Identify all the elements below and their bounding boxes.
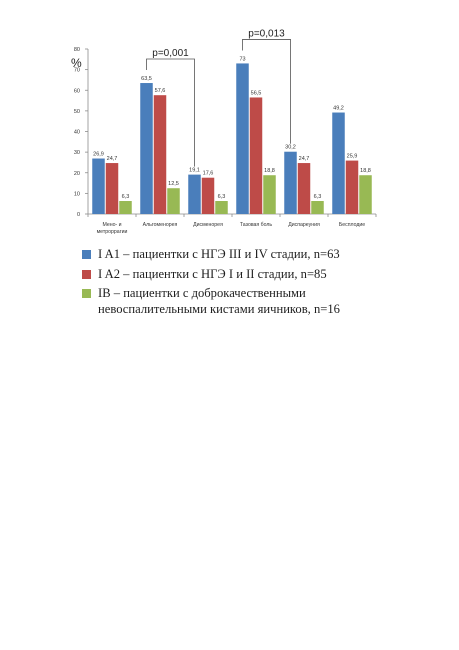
y-tick-label: 80 bbox=[74, 47, 80, 53]
x-tick-label: Дисменорея bbox=[193, 222, 223, 228]
data-label: 18,8 bbox=[360, 168, 371, 174]
data-label: 57,6 bbox=[155, 88, 166, 94]
legend-swatch bbox=[82, 289, 91, 298]
bar bbox=[263, 175, 276, 214]
legend: I A1 – пациентки с НГЭ III и IV стадии, … bbox=[82, 247, 402, 321]
x-axis: Мено- и метроррагии Альгоменорея Дисменорея… bbox=[87, 213, 377, 235]
bar bbox=[140, 83, 153, 214]
data-label: 17,6 bbox=[203, 171, 214, 177]
y-tick-label: 60 bbox=[74, 88, 80, 94]
x-tick-label: Бесплодие bbox=[339, 222, 365, 228]
data-label: 12,5 bbox=[168, 181, 179, 187]
legend-swatch bbox=[82, 269, 91, 279]
legend-item-ia2: I A2 – пациентки с НГЭ I и II стадии, n=… bbox=[82, 267, 402, 283]
bar bbox=[311, 201, 324, 214]
bar bbox=[345, 160, 359, 214]
bar bbox=[201, 177, 215, 214]
data-label: 18,8 bbox=[264, 168, 275, 174]
significance-bracket bbox=[242, 39, 291, 144]
bar bbox=[119, 201, 132, 214]
x-tick-label: Тазовая боль bbox=[240, 222, 273, 228]
y-tick-label: 70 bbox=[74, 68, 80, 74]
y-tick-label: 40 bbox=[74, 130, 80, 136]
data-label: 6,3 bbox=[314, 194, 322, 200]
significance-bracket bbox=[146, 58, 195, 167]
data-label: 6,3 bbox=[122, 194, 130, 200]
bars: 26,924,76,363,557,612,519,117,66,37356,5… bbox=[92, 56, 372, 214]
legend-swatch bbox=[82, 250, 91, 259]
bar bbox=[167, 188, 180, 214]
data-label: 26,9 bbox=[93, 152, 104, 158]
bar bbox=[359, 175, 372, 214]
bar bbox=[236, 63, 249, 214]
bar bbox=[188, 174, 201, 214]
data-label: 63,5 bbox=[141, 76, 152, 82]
bar-chart: 0 10 20 30 40 50 60 70 80% Мено- и метроррагии Аль… bbox=[71, 28, 377, 235]
data-label: 24,7 bbox=[299, 156, 310, 162]
data-label: 24,7 bbox=[107, 156, 118, 162]
data-label: 25,9 bbox=[347, 154, 358, 160]
p-value-label: p=0,001 bbox=[152, 48, 189, 59]
bar bbox=[284, 151, 297, 214]
y-tick-label: 30 bbox=[74, 150, 80, 156]
legend-item-ia1: I A1 – пациентки с НГЭ III и IV стадии, … bbox=[82, 247, 402, 263]
bar bbox=[105, 163, 119, 214]
y-axis: 0 10 20 30 40 50 60 70 80% bbox=[71, 47, 89, 218]
legend-label: I A2 – пациентки с НГЭ I и II стадии, n=… bbox=[98, 266, 327, 281]
data-label: 19,1 bbox=[189, 168, 200, 174]
legend-label: I A1 – пациентки с НГЭ III и IV стадии, … bbox=[98, 247, 340, 261]
bar bbox=[332, 112, 345, 214]
bar bbox=[249, 97, 263, 214]
x-tick-label: Диспареуния bbox=[288, 222, 320, 228]
y-tick-label: 50 bbox=[74, 109, 80, 115]
p-value-label: p=0,013 bbox=[248, 28, 285, 39]
data-label: 73 bbox=[239, 56, 245, 62]
x-tick-label: Мено- и метроррагии bbox=[97, 222, 128, 235]
data-label: 6,3 bbox=[218, 194, 226, 200]
bar bbox=[215, 201, 228, 214]
y-tick-label: 20 bbox=[74, 171, 80, 177]
y-axis-label: % bbox=[71, 56, 82, 70]
data-label: 30,2 bbox=[285, 145, 296, 151]
bar bbox=[92, 158, 105, 214]
y-tick-label: 0 bbox=[77, 212, 80, 218]
x-tick-label: Альгоменорея bbox=[143, 222, 178, 228]
legend-label: IB – пациентки с доброкачественными нево… bbox=[98, 286, 340, 316]
data-label: 56,5 bbox=[251, 90, 262, 96]
y-tick-label: 10 bbox=[74, 191, 80, 197]
annotations: p=0,001 p=0,013 bbox=[146, 28, 291, 167]
legend-item-ib: IB – пациентки с доброкачественными нево… bbox=[82, 286, 402, 317]
data-label: 49,2 bbox=[333, 106, 344, 112]
bar bbox=[297, 163, 311, 214]
bar bbox=[153, 95, 167, 214]
